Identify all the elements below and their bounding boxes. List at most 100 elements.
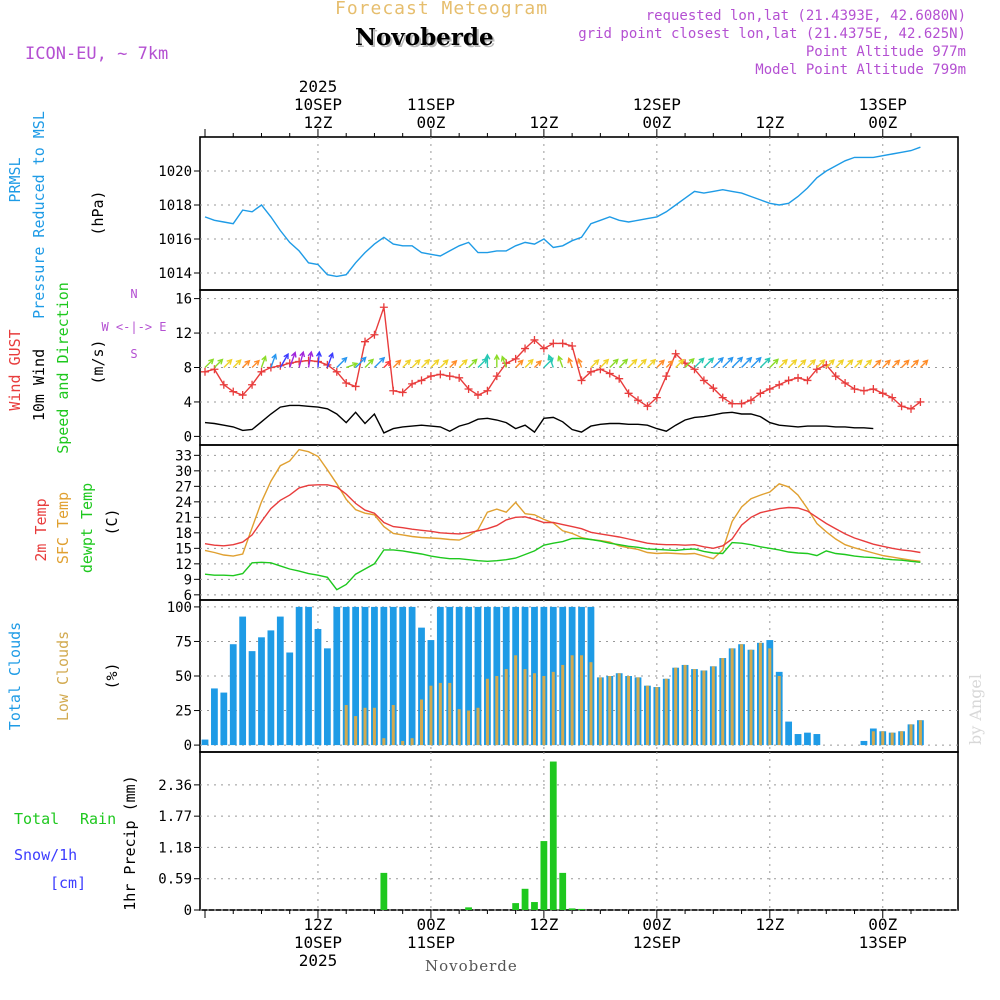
wind-arrow [326, 351, 334, 368]
time-label-bottom: 12Z [529, 915, 558, 934]
low-cloud-bar [514, 655, 518, 746]
wind-arrow [910, 359, 920, 368]
ytick-label-precip: 0 [184, 903, 192, 919]
gust-marker [266, 363, 275, 372]
time-label-top: 00Z [868, 113, 897, 132]
wind-arrow [392, 359, 402, 368]
wind-arrow [260, 355, 267, 368]
total-cloud-bar [267, 630, 275, 746]
low-cloud-bar [768, 648, 772, 746]
gust-marker [624, 389, 633, 398]
gust-marker [577, 376, 586, 385]
compass-south: S [130, 347, 137, 361]
wind-arrow [854, 359, 863, 368]
gust-marker [897, 402, 906, 411]
ytick-label-pressure: 1020 [158, 164, 192, 180]
wind-gust-label: Wind GUST [6, 329, 24, 410]
wind-arrow [279, 352, 289, 368]
gust-marker [907, 404, 915, 413]
wind-direction-label: Speed and Direction [54, 282, 72, 454]
pressure-label-prmsl: PRMSL [6, 157, 24, 202]
gust-marker [794, 373, 803, 382]
low-cloud-bar [551, 671, 555, 746]
wind-arrow [722, 356, 734, 368]
temp-2m-line [204, 484, 921, 554]
wind-arrow [355, 356, 367, 368]
gust-marker [549, 339, 558, 348]
wind-arrow [665, 359, 674, 368]
low-cloud-bar [438, 682, 442, 746]
low-cloud-bar [504, 669, 508, 746]
low-cloud-bar [561, 664, 565, 746]
wind-arrow [609, 358, 619, 368]
total-cloud-bar [305, 606, 312, 746]
total-cloud-bar [276, 616, 284, 746]
gust-marker [342, 379, 351, 387]
time-label-bottom: 12Z [755, 915, 784, 934]
low-cloud-bar [881, 731, 885, 746]
gust-marker [426, 372, 435, 381]
wind-arrow [373, 356, 386, 368]
wind-arrow [307, 350, 314, 368]
low-cloud-bar [532, 673, 536, 746]
ytick-label-temp: 30 [175, 464, 192, 480]
wind-arrow [439, 359, 449, 368]
total-cloud-bar [389, 606, 397, 746]
low-cloud-bar [542, 676, 546, 746]
wind-arrow [213, 358, 224, 368]
legend-rain: Rain [80, 810, 116, 828]
gust-marker [323, 360, 332, 369]
total-cloud-bar [860, 740, 868, 746]
total-cloud-bar [258, 637, 265, 746]
low-cloud-bar [692, 669, 696, 746]
low-cloud-bar [344, 705, 348, 746]
model-label: ICON-EU, ~ 7km [25, 44, 169, 64]
precip-bar [512, 903, 520, 910]
total-cloud-bar [474, 606, 482, 746]
time-label-bottom: 00Z [868, 915, 897, 934]
total-cloud-bar [408, 606, 416, 746]
sfc-temp-line [204, 448, 921, 562]
gust-marker [888, 393, 897, 402]
time-label-top: 10SEP [294, 95, 342, 114]
gust-marker [521, 344, 530, 353]
wind-arrow [557, 355, 564, 368]
ytick-label-temp: 33 [175, 448, 192, 464]
low-cloud-bar [627, 676, 631, 746]
low-cloud-bar [740, 644, 744, 746]
total-cloud-bar [333, 606, 341, 746]
wind-arrow [750, 356, 762, 368]
wind-arrow [712, 356, 724, 368]
gust-marker [831, 372, 840, 381]
low-cloud-bar [777, 676, 781, 746]
total-cloud-bar [813, 734, 821, 746]
ytick-label-clouds: 25 [175, 704, 192, 720]
total-cloud-bar [229, 644, 237, 746]
panel-frame-pressure [199, 136, 959, 291]
model-altitude: Model Point Altitude 799m [755, 62, 966, 78]
gust-marker [671, 349, 680, 358]
precip-bar [465, 907, 472, 910]
time-label-bottom: 12SEP [633, 933, 681, 952]
wind-arrow [477, 357, 488, 368]
wind-arrow [806, 358, 817, 368]
total-cloud-bar [418, 627, 425, 746]
low-cloud-bar [570, 655, 574, 746]
wind-arrow [204, 358, 215, 368]
wind-arrow [731, 356, 744, 368]
gust-marker [417, 376, 426, 385]
gust-marker [615, 374, 624, 383]
low-cloud-bar [401, 740, 405, 746]
total-cloud-bar [361, 606, 369, 746]
gust-marker [379, 303, 388, 312]
requested-coords: requested lon,lat (21.4393E, 42.6080N) [645, 8, 966, 24]
low-cloud-bar [523, 669, 527, 746]
wind-arrow [788, 358, 798, 368]
gust-marker [483, 386, 492, 395]
gust-marker [605, 369, 614, 378]
wind-arrow [825, 358, 835, 368]
gust-marker [248, 380, 257, 389]
total-cloud-bar [380, 606, 388, 746]
wind-arrow [684, 357, 695, 368]
wind-arrow [576, 357, 583, 368]
